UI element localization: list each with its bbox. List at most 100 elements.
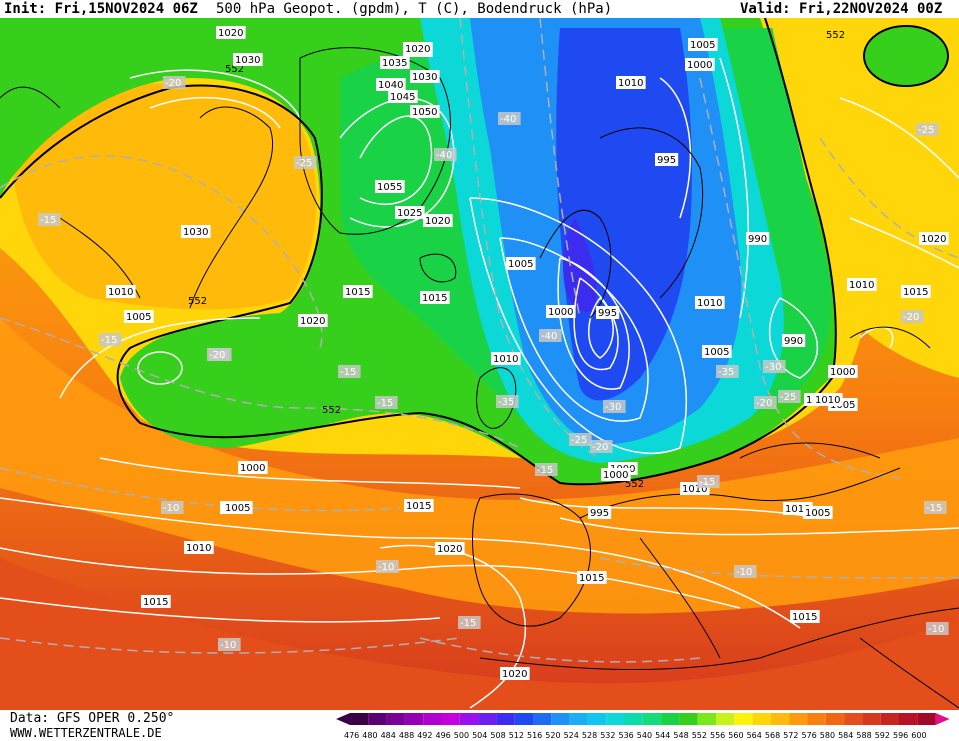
legend-value: 484 [381,731,396,740]
pressure-label: 1020 [298,314,328,327]
pressure-label: 990 [782,334,806,347]
temperature-label: -10 [734,565,757,578]
contour-552-line [139,18,837,486]
legend-swatch [661,713,680,725]
legend-swatch [423,713,442,725]
svg-text:1020: 1020 [425,216,450,227]
label-552-north: 552 [225,64,244,75]
svg-text:-20: -20 [756,398,772,409]
pressure-label: 1010 [695,296,725,309]
legend-swatch [551,713,570,725]
svg-text:-15: -15 [460,618,476,629]
data-source: Data: GFS OPER 0.250° [10,711,175,726]
pressure-label: 995 [588,506,612,519]
legend-value: 516 [527,731,542,740]
svg-text:-15: -15 [537,465,553,476]
valid-time: Valid: Fri,22NOV2024 00Z [740,1,943,17]
legend-value: 580 [820,731,835,740]
svg-text:1030: 1030 [235,55,260,66]
legend-value: 592 [875,731,890,740]
svg-text:995: 995 [598,308,617,319]
legend-value: 476 [344,731,359,740]
svg-text:-25: -25 [296,158,312,169]
svg-text:-15: -15 [699,477,715,488]
legend-swatch [624,713,643,725]
legend-value: 540 [637,731,652,740]
svg-text:-15: -15 [340,367,356,378]
label-552-center: 552 [322,405,341,416]
legend-value: 528 [582,731,597,740]
legend-swatch [441,713,460,725]
pressure-label: 995 [655,153,679,166]
temperature-label: -10 [161,501,184,514]
pressure-label: 1020 [423,214,453,227]
color-legend: 476 480 484 488 492 496 500 504 508 512 516 520 524 5… [336,713,950,740]
temperature-label: -30 [603,400,626,413]
temperature-label: -20 [590,440,613,453]
svg-text:1015: 1015 [406,501,431,512]
legend-value: 488 [399,731,414,740]
legend-value: 576 [802,731,817,740]
legend-swatch [752,713,771,725]
temperature-label: -25 [916,123,939,136]
svg-text:1020: 1020 [218,28,243,39]
svg-text:1020: 1020 [437,544,462,555]
legend-swatch [789,713,808,725]
legend-swatch [606,713,625,725]
isotherm-lines [0,18,959,663]
legend-value: 492 [417,731,432,740]
svg-text:-20: -20 [903,312,919,323]
temperature-label: -15 [375,396,398,409]
svg-text:-35: -35 [718,367,734,378]
temperature-label: -15 [458,616,481,629]
temperature-label: -40 [498,112,521,125]
website-link[interactable]: WWW.WETTERZENTRALE.DE [10,726,162,740]
temperature-label: -25 [778,390,801,403]
weather-map[interactable]: 552 552 552 552 552 10201025103010351040… [0,18,959,710]
legend-value: 496 [436,731,451,740]
svg-text:-25: -25 [571,435,587,446]
legend-swatch [496,713,515,725]
pressure-label: 1020 [435,542,465,555]
pressure-label: 1005 [702,345,732,358]
legend-value: 548 [673,731,688,740]
legend-value: 524 [564,731,579,740]
legend-swatch [899,713,918,725]
northeast-green-cell [863,25,949,87]
pressure-label: 1010 [616,76,646,89]
temperature-label: -25 [569,433,592,446]
svg-text:1010: 1010 [493,354,518,365]
svg-text:-10: -10 [378,562,394,573]
label-552-west: 552 [188,296,207,307]
svg-text:1020: 1020 [300,316,325,327]
contour-552-west [0,84,323,424]
svg-text:995: 995 [657,155,676,166]
svg-text:1055: 1055 [377,182,402,193]
pressure-label: 1000 [828,365,858,378]
legend-swatch [587,713,607,725]
temperature-label: -40 [539,329,562,342]
pressure-label: 1005 [124,310,154,323]
temperature-label: -20 [754,396,777,409]
label-552-northeast: 552 [826,30,845,41]
svg-text:-25: -25 [780,392,796,403]
legend-swatch [825,713,845,725]
svg-text:1015: 1015 [422,293,447,304]
pressure-label: 1010 [813,393,843,406]
init-time: Init: Fri,15NOV2024 06Z [4,1,198,17]
temperature-label-layer: -20 -25 -15 -20 -15 -20 -15 -10 -15 -10 -15 -10 -15 -… [38,76,949,651]
svg-text:-20: -20 [209,350,225,361]
legend-value: 596 [893,731,908,740]
svg-text:1045: 1045 [390,92,415,103]
temperature-label: -15 [924,501,947,514]
svg-text:-25: -25 [918,125,934,136]
svg-text:1005: 1005 [225,503,250,514]
pressure-label: 1005 [688,38,718,51]
legend-swatch [569,713,588,725]
label-552-south: 552 [625,479,644,490]
svg-text:990: 990 [748,234,767,245]
svg-text:1015: 1015 [903,287,928,298]
legend-swatch [917,713,936,725]
svg-text:1010: 1010 [682,484,707,495]
purple-core [563,218,597,312]
